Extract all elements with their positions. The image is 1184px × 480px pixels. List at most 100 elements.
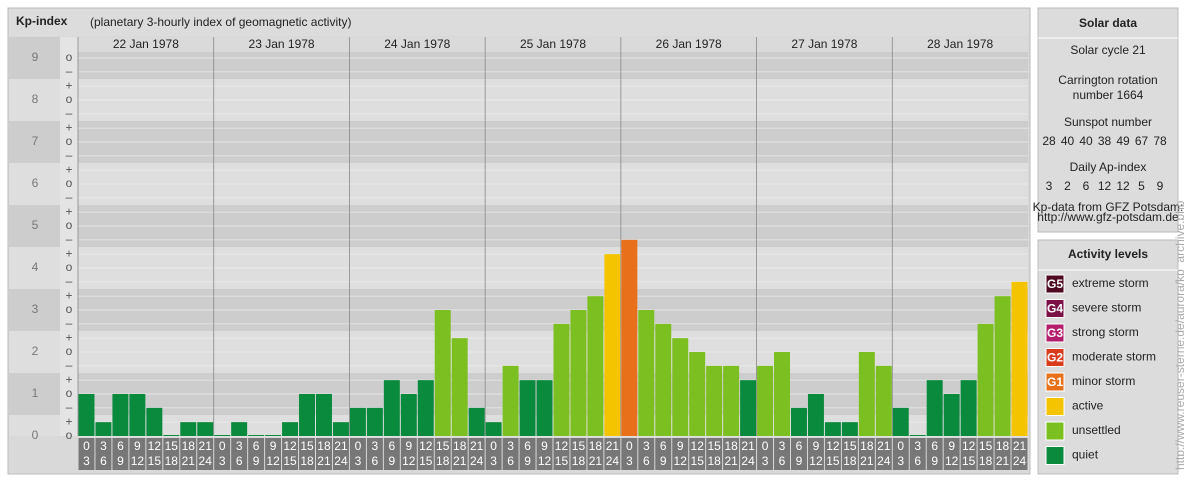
hour-cell	[180, 438, 197, 470]
sunspot-value: 40	[1061, 134, 1075, 148]
x-tick-label: 18	[453, 439, 467, 453]
bar	[282, 422, 299, 436]
bar	[706, 365, 723, 436]
hour-cell	[994, 438, 1011, 470]
x-tick-label: 9	[677, 439, 684, 453]
hour-cell	[383, 438, 400, 470]
x-tick-label: 21	[996, 454, 1010, 468]
x-tick-label: 18	[436, 454, 450, 468]
minor-tick-label: o	[66, 260, 73, 274]
minor-tick-label: –	[66, 148, 73, 162]
ap-value: 5	[1138, 179, 1145, 193]
x-tick-label: 6	[236, 454, 243, 468]
bar	[757, 365, 774, 436]
level-band	[78, 415, 1028, 436]
x-tick-label: 12	[402, 454, 416, 468]
day-label: 22 Jan 1978	[113, 37, 179, 51]
bar	[383, 380, 400, 436]
bar	[638, 310, 655, 436]
minor-tick-label: –	[66, 358, 73, 372]
y-tick-label: 6	[32, 176, 39, 190]
x-tick-label: 12	[809, 454, 823, 468]
bar	[400, 394, 417, 436]
y-tick-label: 8	[32, 92, 39, 106]
day-label: 28 Jan 1978	[927, 37, 993, 51]
carrington-text: Carrington rotation number 1664	[1058, 73, 1157, 102]
x-tick-label: 18	[317, 439, 331, 453]
minor-tick-label: –	[66, 64, 73, 78]
minor-tick-label: +	[65, 288, 72, 302]
hour-cell	[740, 438, 757, 470]
x-tick-label: 3	[355, 454, 362, 468]
y-tick-label: 2	[32, 344, 39, 358]
hour-cell	[366, 438, 383, 470]
x-tick-label: 21	[877, 439, 891, 453]
hour-cell	[95, 438, 112, 470]
x-tick-label: 21	[334, 439, 348, 453]
hour-cell	[451, 438, 468, 470]
bar	[824, 422, 841, 436]
bar	[553, 323, 570, 436]
bar	[723, 365, 740, 436]
x-tick-label: 21	[741, 439, 755, 453]
bar	[451, 338, 468, 436]
bar	[163, 435, 180, 436]
x-tick-label: 15	[419, 454, 433, 468]
legend-label: severe storm	[1072, 301, 1141, 315]
x-tick-label: 3	[779, 439, 786, 453]
minor-tick-label: o	[66, 344, 73, 358]
bar	[858, 352, 875, 436]
x-tick-label: 18	[182, 439, 196, 453]
x-tick-label: 21	[317, 454, 331, 468]
level-label-band	[9, 79, 60, 121]
hour-cell	[282, 438, 299, 470]
y-tick-label: 3	[32, 302, 39, 316]
chart-title: Kp-index	[16, 14, 68, 28]
bar	[248, 435, 265, 436]
hour-cell	[909, 438, 926, 470]
x-tick-label: 18	[724, 439, 738, 453]
legend-swatch	[1045, 372, 1065, 392]
hour-cell	[485, 438, 502, 470]
hour-cell	[875, 438, 892, 470]
hour-cell	[587, 438, 604, 470]
x-tick-label: 0	[897, 439, 904, 453]
sunspot-value: 78	[1153, 134, 1167, 148]
x-tick-label: 24	[334, 454, 348, 468]
solar-cycle: Solar cycle 21	[1070, 43, 1146, 57]
bar	[791, 407, 807, 436]
legend-code: G4	[1047, 302, 1063, 316]
y-tick-label: 5	[32, 218, 39, 232]
y-tick-label: 1	[32, 386, 39, 400]
hour-cell	[892, 438, 909, 470]
legend-label: minor storm	[1072, 374, 1135, 388]
bar	[621, 239, 638, 436]
hour-cell	[570, 438, 587, 470]
x-tick-label: 9	[931, 454, 938, 468]
hour-cell	[197, 438, 214, 470]
x-tick-label: 24	[1013, 454, 1027, 468]
bar	[774, 352, 790, 436]
x-tick-label: 24	[470, 454, 484, 468]
sunspot-value: 38	[1098, 134, 1112, 148]
x-tick-label: 24	[741, 454, 755, 468]
legend-swatch	[1045, 323, 1065, 343]
y-tick-label: 9	[32, 50, 39, 64]
x-tick-label: 9	[405, 439, 412, 453]
minor-tick-label: +	[65, 162, 72, 176]
day-header	[78, 37, 1028, 52]
x-tick-label: 21	[182, 454, 196, 468]
legend-code: G3	[1047, 326, 1063, 340]
x-tick-label: 9	[660, 454, 667, 468]
hour-cell	[706, 438, 723, 470]
legend-code: G5	[1047, 277, 1063, 291]
level-label-band	[9, 121, 60, 163]
day-label: 26 Jan 1978	[656, 37, 722, 51]
x-tick-label: 6	[117, 439, 124, 453]
bar	[909, 435, 926, 436]
hour-cell	[214, 438, 231, 470]
x-tick-label: 18	[996, 439, 1010, 453]
x-tick-label: 21	[860, 454, 874, 468]
bar	[180, 422, 197, 436]
hour-cell	[536, 438, 553, 470]
